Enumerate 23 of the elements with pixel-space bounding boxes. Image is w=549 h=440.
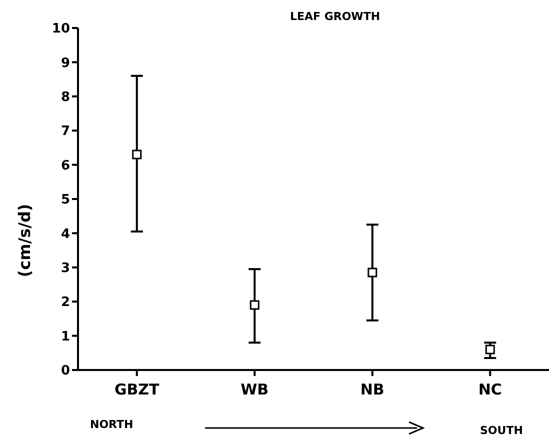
y-tick-label: 7 [60,124,70,140]
point [485,344,495,354]
y-tick-label: 5 [60,192,70,208]
y-tick-label: 4 [60,226,70,242]
x-tick-label: NB [360,380,384,399]
y-tick-label: 0 [60,364,70,379]
y-tick-label: 3 [60,261,70,276]
text: NORTH [90,418,134,431]
point [132,150,142,160]
y-tick-label: 1 [60,329,70,344]
y-tick-label: 2 [60,295,70,310]
y-tick-label: 8 [60,90,70,106]
y-tick-label: 6 [60,158,70,174]
y-tick-label: 10 [52,22,70,37]
chart-title: LEAF GROWTH [288,10,382,23]
point [250,300,260,310]
y-axis-title: (cm/s/d) [16,203,35,277]
x-tick-label: GBZT [114,380,160,399]
point [368,268,378,278]
x-tick-label: WB [240,380,269,399]
y-tick-label: 9 [60,56,70,71]
text: SOUTH [480,424,523,437]
x-tick-label: NC [478,380,502,399]
